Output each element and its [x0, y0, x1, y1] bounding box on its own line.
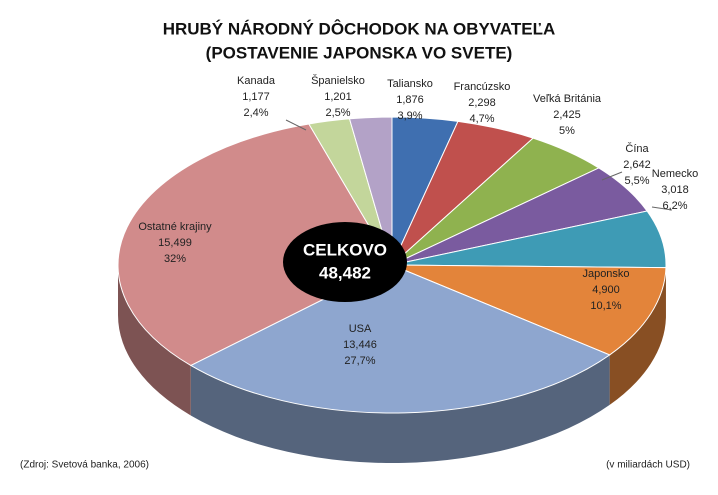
slice-value: 13,446	[343, 339, 377, 351]
slice-percent: 32%	[164, 253, 186, 265]
total-badge	[283, 222, 407, 302]
labels: Taliansko 1,876 3,9% Francúzsko 2,298 4,7% Veľ…	[138, 74, 698, 367]
slice-value: 2,298	[468, 97, 496, 109]
slice-percent: 4,7%	[469, 113, 494, 125]
slice-value: 2,642	[623, 159, 651, 171]
chart-title: HRUBÝ NÁRODNÝ DÔCHODOK NA OBYVATEĽA	[163, 19, 556, 38]
pie-slice	[391, 264, 667, 356]
pie-slice	[189, 264, 611, 414]
pie-slice	[117, 123, 393, 367]
chart-subtitle: (POSTAVENIE JAPONSKA VO SVETE)	[206, 43, 513, 62]
slice-percent: 10,1%	[590, 300, 621, 312]
total-value: 48,482	[319, 263, 371, 282]
leader-line	[651, 206, 673, 211]
pie-slice	[348, 116, 393, 266]
slice-label: Ostatné krajiny	[138, 221, 212, 233]
slice-label: USA	[349, 323, 372, 335]
slice-value: 1,201	[324, 91, 352, 103]
slice-value: 3,018	[661, 184, 689, 196]
slice-percent: 3,9%	[397, 110, 422, 122]
slice-percent: 2,4%	[243, 107, 268, 119]
pie	[117, 116, 667, 463]
slice-value: 4,900	[592, 284, 620, 296]
slice-label: Taliansko	[387, 78, 433, 90]
slice-percent: 6,2%	[662, 200, 687, 212]
source: (Zdroj: Svetová banka, 2006)	[20, 460, 149, 471]
slice-percent: 27,7%	[344, 355, 375, 367]
pie-side	[609, 267, 666, 405]
slice-percent: 5%	[559, 125, 575, 137]
slice-value: 15,499	[158, 237, 192, 249]
slice-label: Francúzsko	[454, 81, 511, 93]
slice-label: Nemecko	[652, 168, 698, 180]
slice-value: 2,425	[553, 109, 581, 121]
leader-line	[285, 119, 307, 131]
slice-label: Veľká Británia	[533, 93, 602, 105]
slice-label: Japonsko	[582, 268, 629, 280]
unit-note: (v miliardách USD)	[606, 460, 690, 471]
slice-percent: 5,5%	[624, 175, 649, 187]
leader-line	[601, 171, 623, 181]
slice-percent: 2,5%	[325, 107, 350, 119]
pie-side	[118, 265, 191, 416]
total-label: CELKOVO	[303, 240, 387, 259]
slice-label: Kanada	[237, 75, 276, 87]
pie-side	[190, 354, 610, 463]
slice-value: 1,177	[242, 91, 270, 103]
slice-label: Španielsko	[311, 74, 365, 87]
slice-value: 1,876	[396, 94, 424, 106]
slice-label: Čína	[625, 142, 649, 155]
